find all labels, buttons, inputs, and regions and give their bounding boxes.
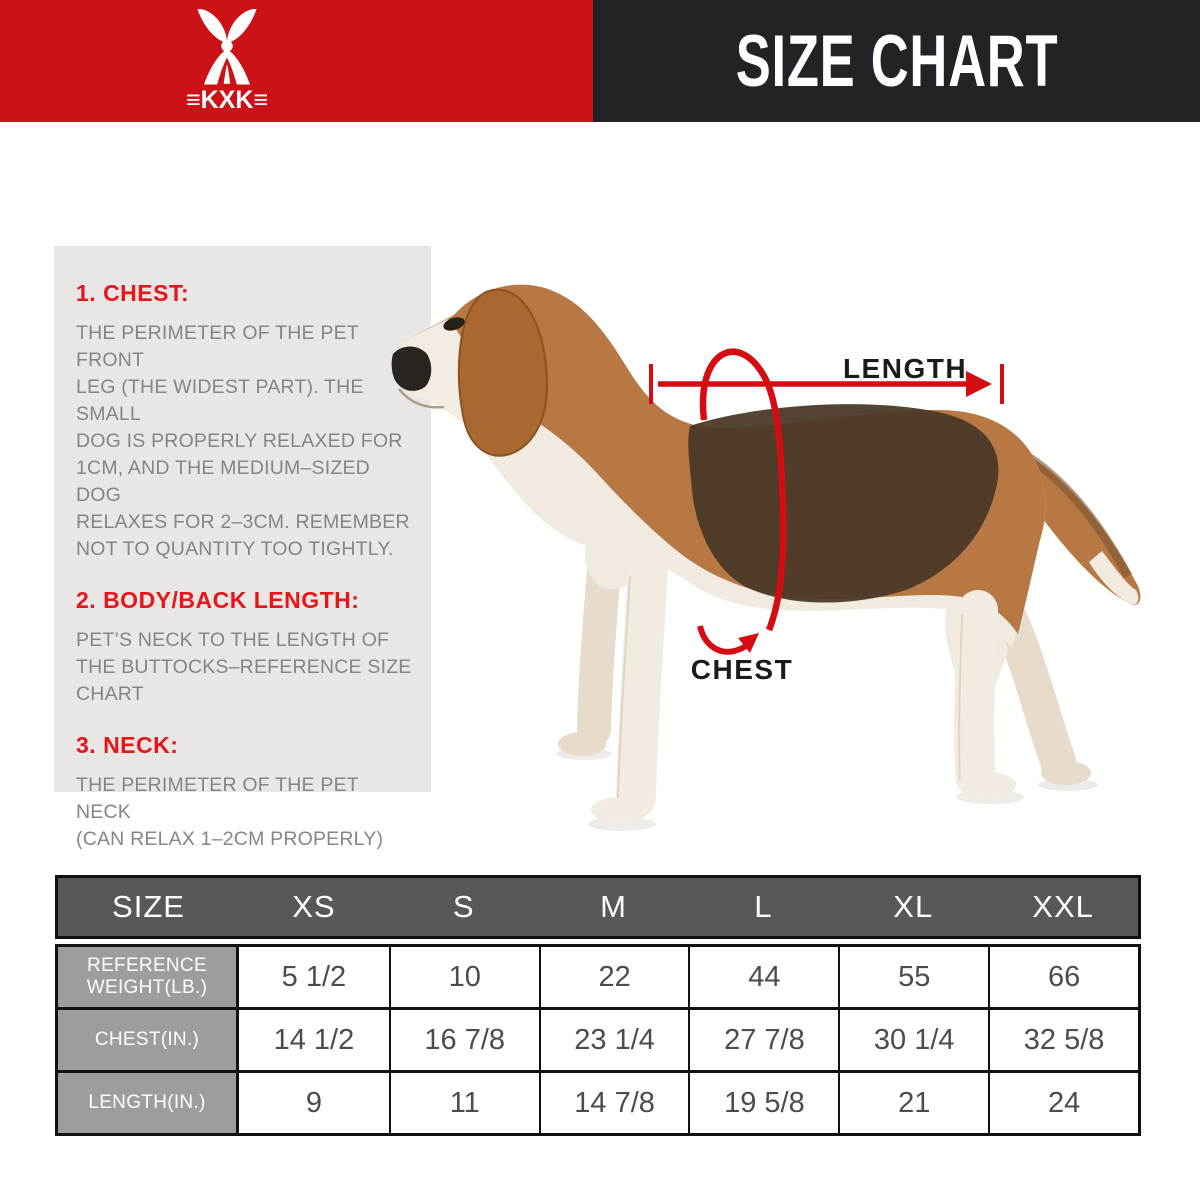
dog-mouth	[398, 388, 445, 409]
cell-length-xl: 21	[838, 1073, 988, 1133]
column-header-l: L	[754, 889, 773, 924]
cell-chest-xxl: 32 5/8	[988, 1010, 1138, 1070]
cell-weight-l: 44	[688, 947, 838, 1007]
section-heading-neck: 3. NECK:	[76, 732, 179, 758]
brand-logo: ≡KXK≡	[174, 5, 280, 113]
column-header-xxl: XXL	[1032, 889, 1094, 924]
measure-instructions-panel: 1. CHEST: THE PERIMETER OF THE PET FRONT…	[54, 246, 431, 850]
table-row-length: LENGTH(IN.) 9 11 14 7/8 19 5/8 21 24	[58, 1070, 1138, 1133]
cell-chest-xs: 14 1/2	[273, 1023, 355, 1056]
column-header-m: M	[600, 889, 627, 924]
cell-weight-s: 10	[388, 947, 539, 1007]
dog-saddle-patch	[688, 404, 999, 603]
cell-weight-xs: 5 1/2	[281, 960, 347, 993]
table-row-weight: REFERENCE WEIGHT(LB.) 5 1/2 10 22 44 55 …	[58, 947, 1138, 1007]
dog-measurement-diagram: LENGTH CHEST	[390, 258, 1200, 838]
dog-nose	[391, 346, 432, 391]
brand-band: ≡KXK≡	[0, 0, 593, 122]
length-label: LENGTH	[843, 353, 967, 384]
dog-muzzle-blaze	[396, 319, 474, 423]
dog-tail	[1019, 454, 1141, 605]
cell-length-m: 14 7/8	[538, 1073, 689, 1133]
header: ≡KXK≡ SIZE CHART	[0, 0, 1200, 122]
cell-chest-xl: 30 1/4	[838, 1010, 988, 1070]
cell-chest-l: 27 7/8	[688, 1010, 838, 1070]
page-title: SIZE CHART	[735, 20, 1058, 102]
chest-arrow	[697, 625, 759, 655]
cell-length-s: 11	[388, 1073, 539, 1133]
column-header-xl: XL	[893, 889, 934, 924]
cell-length-xs: 9	[305, 1086, 322, 1119]
dog-illustration: LENGTH CHEST	[391, 284, 1141, 831]
row-label-length: LENGTH(IN.)	[58, 1073, 239, 1133]
size-table: SIZE XS S M L XL XXL REFERENCE WEIGHT(LB…	[55, 875, 1141, 1136]
column-header-size: SIZE	[112, 889, 185, 924]
cell-length-xxl: 24	[988, 1073, 1138, 1133]
section-body-body-length: PET’S NECK TO THE LENGTH OF THE BUTTOCKS…	[76, 629, 412, 705]
dog-ear	[457, 288, 549, 457]
section-heading-chest: 1. CHEST:	[76, 280, 190, 306]
row-label-chest: CHEST(IN.)	[58, 1010, 239, 1070]
kxk-logo-icon	[197, 9, 257, 85]
dog-eye	[443, 317, 465, 331]
cell-chest-m: 23 1/4	[538, 1010, 689, 1070]
title-band: SIZE CHART	[593, 0, 1200, 122]
chest-girth-arc	[699, 348, 787, 632]
size-table-body: REFERENCE WEIGHT(LB.) 5 1/2 10 22 44 55 …	[55, 944, 1141, 1136]
section-body-chest: THE PERIMETER OF THE PET FRONT LEG (THE …	[76, 322, 410, 560]
measurement-annotations: LENGTH CHEST	[649, 348, 1004, 685]
table-row-chest: CHEST(IN.) 14 1/2 16 7/8 23 1/4 27 7/8 3…	[58, 1007, 1138, 1070]
cell-weight-xl: 55	[838, 947, 988, 1007]
cell-weight-xxl: 66	[988, 947, 1138, 1007]
cell-chest-s: 16 7/8	[388, 1010, 539, 1070]
cell-weight-m: 22	[538, 947, 689, 1007]
brand-logo-text: ≡KXK≡	[186, 86, 268, 114]
size-table-header-row: SIZE XS S M L XL XXL	[55, 875, 1141, 939]
chest-label: CHEST	[691, 654, 793, 685]
column-header-s: S	[452, 889, 475, 924]
row-label-weight: REFERENCE WEIGHT(LB.)	[58, 947, 239, 1007]
column-header-xs: XS	[292, 889, 336, 924]
length-arrow	[649, 364, 1004, 404]
cell-length-l: 19 5/8	[688, 1073, 838, 1133]
section-heading-body-length: 2. BODY/BACK LENGTH:	[76, 587, 360, 613]
section-body-neck: THE PERIMETER OF THE PET NECK (CAN RELAX…	[76, 774, 384, 850]
dog-near-legs	[591, 548, 1016, 823]
